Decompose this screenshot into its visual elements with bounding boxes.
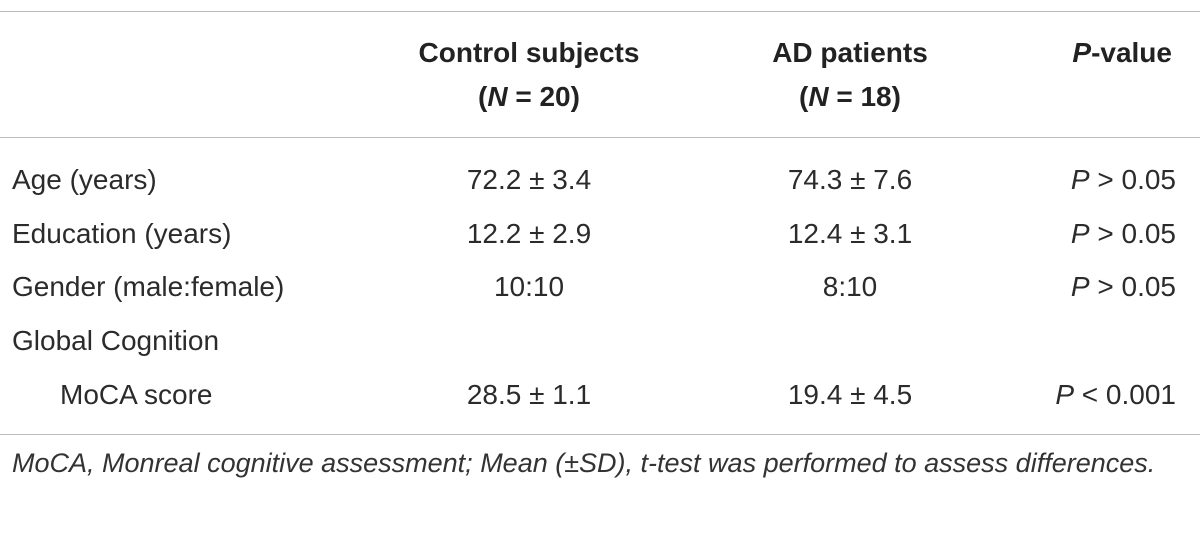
header-control-title: Control subjects <box>418 37 640 68</box>
table-footnote: MoCA, Monreal cognitive assessment; Mean… <box>12 448 1156 478</box>
row-p-text: > 0.05 <box>1089 218 1176 249</box>
row-label: Education (years) <box>12 218 232 249</box>
table-header-rule <box>0 137 1200 138</box>
row-p-symbol: P <box>1070 164 1090 195</box>
row-ad-value: 19.4 ± 4.5 <box>787 379 913 410</box>
header-p-symbol: P <box>1072 37 1092 68</box>
table-row-global-cognition: Global Cognition <box>0 314 1200 368</box>
row-p-symbol: P <box>1055 379 1075 410</box>
row-ad-value: 12.4 ± 3.1 <box>787 218 913 249</box>
table-row-education: Education (years) 12.2 ± 2.9 12.4 ± 3.1 … <box>0 207 1200 261</box>
row-p-text: > 0.05 <box>1089 164 1176 195</box>
header-ad-n-label: N <box>808 81 829 112</box>
header-ad-patients: AD patients (N = 18) <box>690 31 1010 119</box>
row-control-value: 12.2 ± 2.9 <box>466 218 592 249</box>
row-ad-value: 74.3 ± 7.6 <box>787 164 913 195</box>
header-ad-n: (N = 18) <box>690 75 1010 119</box>
row-control-value: 28.5 ± 1.1 <box>466 379 592 410</box>
row-ad-value: 8:10 <box>822 271 878 302</box>
header-p-text: -value <box>1091 37 1172 68</box>
table-top-rule <box>0 11 1200 12</box>
row-control-value: 10:10 <box>493 271 565 302</box>
table-row-age: Age (years) 72.2 ± 3.4 74.3 ± 7.6 P > 0.… <box>0 153 1200 207</box>
row-p-text: < 0.001 <box>1074 379 1176 410</box>
header-ad-n-value: = 18) <box>828 81 901 112</box>
header-ad-paren: ( <box>799 81 809 112</box>
row-p-symbol: P <box>1070 218 1090 249</box>
table-row-moca: MoCA score 28.5 ± 1.1 19.4 ± 4.5 P < 0.0… <box>0 368 1200 422</box>
row-label: Global Cognition <box>12 325 220 356</box>
row-p-symbol: P <box>1070 271 1090 302</box>
row-p-value: P > 0.05 <box>1071 260 1176 314</box>
row-label: MoCA score <box>60 379 213 410</box>
row-label: Gender (male:female) <box>12 271 285 302</box>
header-control-subjects: Control subjects (N = 20) <box>369 31 689 119</box>
row-p-value: P > 0.05 <box>1071 153 1176 207</box>
table-bottom-rule <box>0 434 1200 435</box>
header-p-value: P-value <box>1072 31 1172 75</box>
header-control-paren: ( <box>478 81 488 112</box>
table-row-gender: Gender (male:female) 10:10 8:10 P > 0.05 <box>0 260 1200 314</box>
row-p-value: P < 0.001 <box>1055 368 1176 422</box>
header-control-n: (N = 20) <box>369 75 689 119</box>
header-control-n-label: N <box>487 81 508 112</box>
header-ad-title: AD patients <box>772 37 928 68</box>
header-control-n-value: = 20) <box>507 81 580 112</box>
row-label: Age (years) <box>12 164 157 195</box>
row-p-text: > 0.05 <box>1089 271 1176 302</box>
row-p-value: P > 0.05 <box>1071 207 1176 261</box>
row-control-value: 72.2 ± 3.4 <box>466 164 592 195</box>
